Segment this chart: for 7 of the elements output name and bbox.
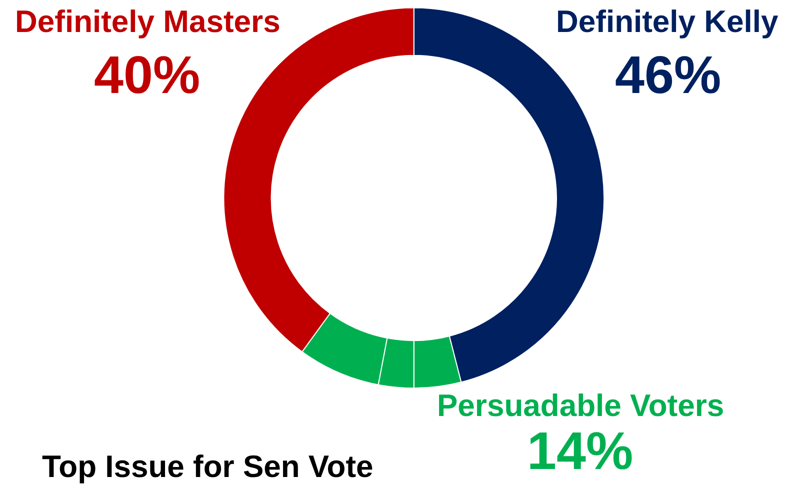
text: 14% [527,422,634,481]
text: Top Issue for Sen Vote [42,449,374,484]
slice-label: Definitely Kelly [556,4,779,39]
slice-label: Definitely Masters [15,4,280,39]
text: Persuadable Voters [437,388,724,423]
data-label: 46% [615,46,722,105]
data-label: 40% [94,46,200,105]
